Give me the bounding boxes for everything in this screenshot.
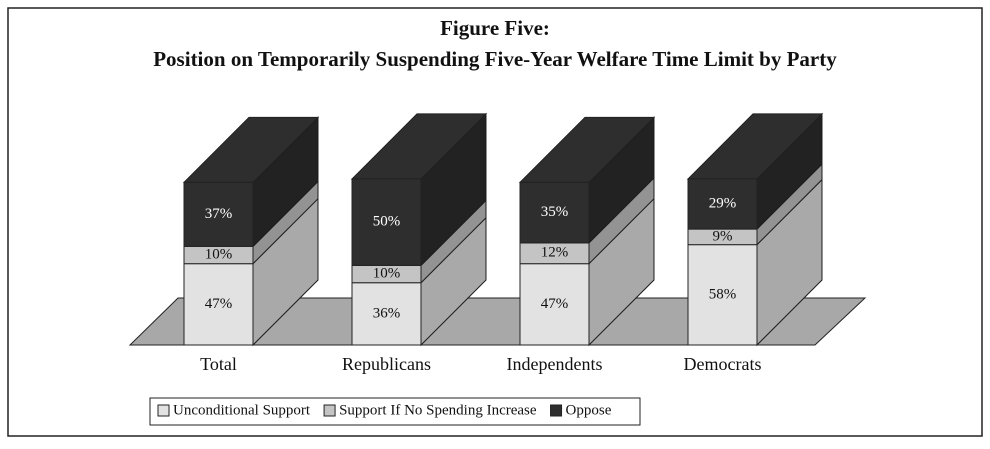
bar-segment xyxy=(351,216,487,347)
bar-front xyxy=(687,244,758,346)
bar-side-shade xyxy=(757,164,822,245)
value-label: 10% xyxy=(205,246,233,262)
bar-segment xyxy=(350,112,488,267)
bar-segment xyxy=(519,176,655,265)
bar-side-shade xyxy=(421,200,486,283)
value-label: 47% xyxy=(205,296,233,312)
bar-side-shade xyxy=(589,177,654,264)
legend-label: Support If No Spending Increase xyxy=(339,402,537,418)
chart-subtitle: Position on Temporarily Suspending Five-… xyxy=(153,47,837,71)
bar-segment xyxy=(687,162,823,246)
x-tick-label: Independents xyxy=(507,354,603,374)
legend-label: Oppose xyxy=(566,402,612,418)
bar-side-shade xyxy=(253,117,318,247)
x-tick-label: Total xyxy=(200,354,237,374)
value-label: 10% xyxy=(373,266,401,282)
legend-label: Unconditional Support xyxy=(173,402,311,418)
value-label: 35% xyxy=(541,204,569,220)
legend-swatch xyxy=(323,404,336,417)
chart-title: Figure Five: xyxy=(440,16,550,40)
value-label: 9% xyxy=(713,228,733,244)
bar-segment xyxy=(686,112,824,231)
value-label: 58% xyxy=(709,286,737,302)
bar-segment xyxy=(182,116,320,248)
bar-segment xyxy=(518,116,656,245)
legend-swatch xyxy=(550,404,563,417)
value-label: 12% xyxy=(541,245,569,261)
bar-side-shade xyxy=(253,181,318,264)
bar-segment xyxy=(687,178,823,347)
bar-segment xyxy=(519,197,655,347)
bar-front xyxy=(183,181,254,247)
bar-side-shade xyxy=(757,179,822,345)
bar-segment xyxy=(351,199,487,284)
bar-side-shade xyxy=(421,217,486,345)
x-tick-label: Democrats xyxy=(684,354,762,374)
value-label: 37% xyxy=(205,206,233,222)
chart-frame xyxy=(7,7,983,437)
bar-side-shade xyxy=(589,198,654,345)
x-tick-label: Republicans xyxy=(342,354,431,374)
bar-side-shade xyxy=(253,198,318,345)
bar-front xyxy=(519,263,590,346)
value-label: 36% xyxy=(373,305,401,321)
bar-front xyxy=(351,178,422,266)
value-label: 29% xyxy=(709,195,737,211)
bar-side-shade xyxy=(589,117,654,243)
bar-front xyxy=(687,178,758,230)
bar-side-shade xyxy=(757,113,822,230)
legend-swatch xyxy=(157,404,170,417)
bar-segment xyxy=(183,180,319,265)
value-label: 50% xyxy=(373,214,401,230)
bar-side-shade xyxy=(421,113,486,266)
value-label: 47% xyxy=(541,296,569,312)
bar-front xyxy=(519,181,590,244)
